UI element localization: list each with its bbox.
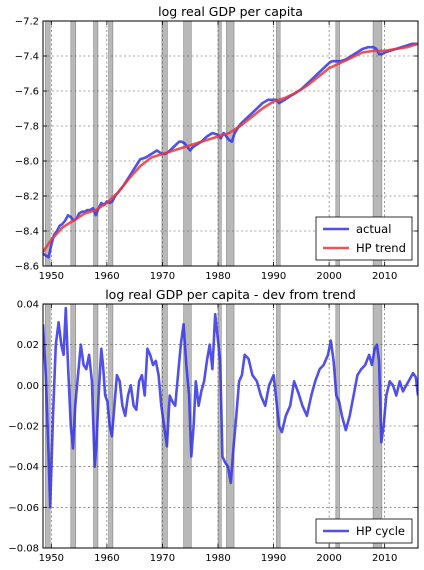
series-line-2	[43, 42, 418, 253]
legend: HP cycle	[315, 518, 413, 544]
y-tick-label: −0.08	[8, 544, 39, 555]
y-tick-label: −7.2	[15, 17, 39, 28]
x-tick-label: 1980	[205, 553, 230, 564]
y-tick-label: −7.4	[15, 52, 39, 63]
legend-box	[315, 216, 413, 261]
x-tick-label: 1970	[150, 553, 175, 564]
y-tick-label: −0.06	[8, 503, 39, 514]
recession-band	[217, 21, 222, 266]
y-tick-label: 0.00	[17, 381, 39, 392]
y-tick-label: −0.04	[8, 462, 39, 473]
y-tick-label: 0.04	[17, 300, 39, 311]
x-tick-label: 1960	[94, 553, 119, 564]
series-line-1	[43, 306, 418, 509]
legend-label: actual	[356, 222, 391, 236]
chart-panel-1: 1950 1960 1970 1980 1990 2000 2010 −8.6 −8.4 −8.2…	[15, 4, 419, 282]
y-tick-label: 0.02	[17, 340, 39, 351]
recession-band	[70, 21, 77, 266]
legend: actual HP trend	[315, 216, 413, 261]
chart-title: log real GDP per capita	[158, 4, 303, 19]
chart-title: log real GDP per capita - dev from trend	[105, 287, 356, 302]
recession-band	[44, 21, 51, 266]
recession-band	[93, 21, 99, 266]
y-tick-label: −7.6	[15, 87, 39, 98]
legend-label: HP trend	[356, 241, 406, 255]
y-tick-label: −8.2	[15, 192, 39, 203]
legend-label: HP cycle	[356, 524, 405, 538]
x-tick-label: 2010	[372, 271, 397, 282]
x-tick-label: 2000	[316, 271, 341, 282]
y-tick-label: −8.4	[15, 227, 39, 238]
x-tick-label: 2000	[316, 553, 341, 564]
plot-frame	[42, 20, 419, 267]
recession-band	[108, 21, 114, 266]
y-tick-label: −7.8	[15, 122, 39, 133]
x-tick-label: 1990	[261, 271, 286, 282]
y-tick-label: −0.02	[8, 422, 39, 433]
x-tick-label: 1990	[261, 553, 286, 564]
y-tick-label: −8.0	[15, 157, 39, 168]
recession-band	[161, 21, 168, 266]
recession-band	[276, 21, 281, 266]
x-tick-label: 1950	[39, 271, 64, 282]
chart-panel-2: 1950 1960 1970 1980 1990 2000 2010 −0.08 −0.06 −0…	[8, 287, 419, 564]
recession-band	[372, 21, 383, 266]
recession-band	[335, 21, 340, 266]
x-tick-label: 1980	[205, 271, 230, 282]
x-tick-label: 1950	[39, 553, 64, 564]
x-tick-label: 1970	[150, 271, 175, 282]
y-tick-label: −8.6	[15, 262, 39, 273]
x-tick-label: 2010	[372, 553, 397, 564]
recession-band	[226, 21, 235, 266]
x-tick-label: 1960	[94, 271, 119, 282]
